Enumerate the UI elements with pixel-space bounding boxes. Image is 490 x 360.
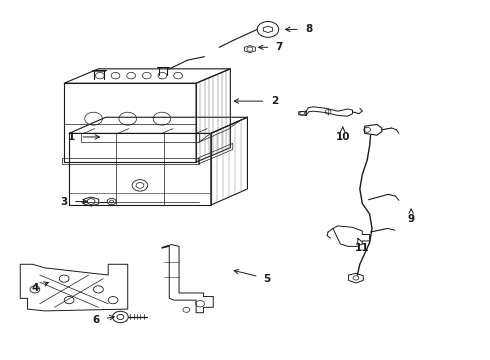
- Text: 5: 5: [263, 274, 270, 284]
- Text: 4: 4: [31, 283, 39, 293]
- Text: 9: 9: [408, 215, 415, 224]
- Text: 7: 7: [275, 42, 283, 52]
- Text: 11: 11: [355, 243, 369, 253]
- Text: 6: 6: [92, 315, 99, 325]
- Text: 1: 1: [68, 132, 75, 142]
- Text: 3: 3: [61, 197, 68, 207]
- Text: 2: 2: [270, 96, 278, 106]
- Text: 10: 10: [336, 132, 350, 142]
- Text: 8: 8: [305, 24, 312, 35]
